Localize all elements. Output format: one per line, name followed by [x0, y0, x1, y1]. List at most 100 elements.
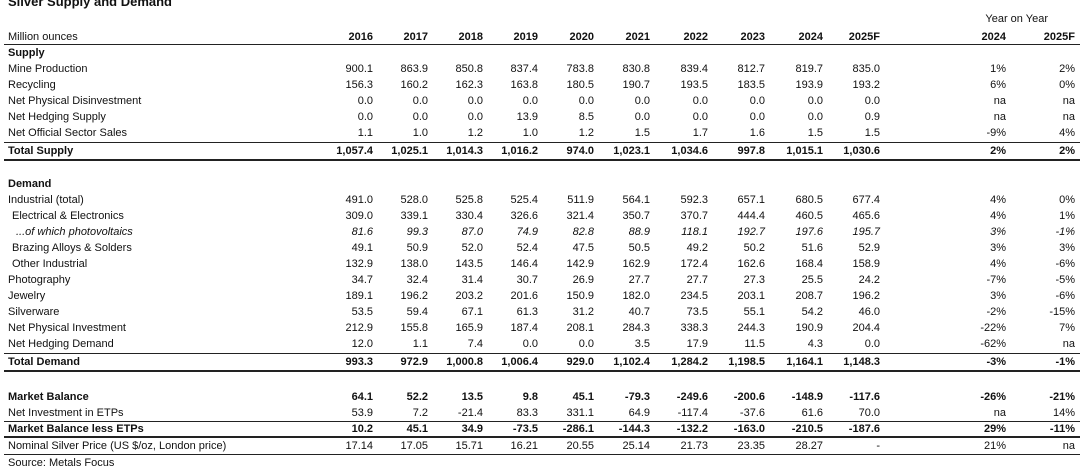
cell: 26.9	[572, 274, 594, 286]
cell: 193.5	[680, 79, 708, 91]
cell: 34.9	[461, 423, 483, 435]
cell: 592.3	[680, 194, 708, 206]
yoy-cell: -2%	[986, 306, 1006, 318]
rule-line	[4, 159, 1080, 161]
yoy-cell: -6%	[1055, 290, 1075, 302]
cell: 1,164.1	[786, 356, 823, 368]
cell: 929.0	[566, 356, 594, 368]
cell: -	[876, 440, 880, 452]
cell: 444.4	[737, 210, 765, 222]
cell: 0.0	[412, 95, 428, 107]
cell: 208.7	[795, 290, 823, 302]
cell: 1,284.2	[671, 356, 708, 368]
yoy-cell: 0%	[1059, 79, 1075, 91]
cell: 1.1	[357, 127, 373, 139]
cell: 993.3	[345, 356, 373, 368]
yoy-cell: 4%	[990, 210, 1006, 222]
year-header: 2016	[348, 31, 373, 43]
cell: 657.1	[737, 194, 765, 206]
cell: -249.6	[676, 391, 708, 403]
cell: 25.5	[801, 274, 823, 286]
cell: 1.1	[412, 338, 428, 350]
cell: -163.0	[733, 423, 765, 435]
cell: 1.2	[467, 127, 483, 139]
cell: 183.5	[737, 79, 765, 91]
cell: 193.9	[795, 79, 823, 91]
cell: 160.2	[400, 79, 428, 91]
header-label: Million ounces	[8, 31, 78, 43]
cell: 1.0	[412, 127, 428, 139]
cell: 491.0	[345, 194, 373, 206]
cell: 53.9	[351, 407, 373, 419]
cell: 82.8	[572, 226, 594, 238]
cell: 370.7	[680, 210, 708, 222]
yoy-header: 2025F	[1043, 31, 1075, 43]
cell: 190.7	[622, 79, 650, 91]
cell: 87.0	[461, 226, 483, 238]
cell: 53.5	[351, 306, 373, 318]
cell: 234.5	[680, 290, 708, 302]
cell: 331.1	[566, 407, 594, 419]
cell: 142.9	[566, 258, 594, 270]
cell: 34.7	[351, 274, 373, 286]
cell: 15.71	[455, 440, 483, 452]
cell: 55.1	[743, 306, 765, 318]
cell: 203.1	[737, 290, 765, 302]
yoy-cell: 14%	[1052, 407, 1075, 419]
row-label: Net Physical Investment	[8, 322, 126, 334]
cell: -79.3	[624, 391, 650, 403]
rule-line	[4, 353, 1080, 354]
cell: 350.7	[622, 210, 650, 222]
cell: 1,016.2	[501, 145, 538, 157]
cell: 201.6	[510, 290, 538, 302]
rule-line	[4, 370, 1080, 372]
yoy-cell: 2%	[1059, 63, 1075, 75]
cell: 52.9	[858, 242, 880, 254]
cell: 49.1	[351, 242, 373, 254]
cell: -148.9	[791, 391, 823, 403]
cell: 31.2	[572, 306, 594, 318]
cell: 0.0	[522, 338, 538, 350]
yoy-cell: 2%	[1059, 145, 1075, 157]
cell: 0.0	[864, 95, 880, 107]
cell: 203.2	[455, 290, 483, 302]
row-label: Total Supply	[8, 145, 74, 157]
row-label: Net Official Sector Sales	[8, 127, 128, 139]
cell: 0.0	[467, 111, 483, 123]
cell: 32.4	[406, 274, 428, 286]
cell: 168.4	[795, 258, 823, 270]
cell: 1,015.1	[786, 145, 823, 157]
cell: 13.5	[461, 391, 483, 403]
yoy-cell: na	[993, 111, 1006, 123]
cell: 11.5	[744, 338, 765, 350]
yoy-cell: -9%	[986, 127, 1006, 139]
year-header: 2024	[798, 31, 823, 43]
cell: 0.0	[807, 95, 823, 107]
cell: 1.5	[864, 127, 880, 139]
cell: 99.3	[406, 226, 428, 238]
cell: 31.4	[461, 274, 483, 286]
cell: 163.8	[510, 79, 538, 91]
cell: 0.0	[692, 95, 708, 107]
cell: -200.6	[733, 391, 765, 403]
cell: 4.3	[807, 338, 823, 350]
cell: 9.8	[522, 391, 538, 403]
yoy-cell: -3%	[986, 356, 1006, 368]
yoy-cell: 7%	[1059, 322, 1075, 334]
rule-line	[4, 454, 1080, 455]
cell: -37.6	[739, 407, 765, 419]
cell: 0.0	[864, 338, 880, 350]
cell: 190.9	[795, 322, 823, 334]
cell: 50.5	[628, 242, 650, 254]
row-label: Market Balance less ETPs	[8, 423, 144, 435]
cell: 81.6	[351, 226, 373, 238]
cell: 0.0	[412, 111, 428, 123]
yoy-cell: 1%	[1059, 210, 1075, 222]
cell: 900.1	[345, 63, 373, 75]
cell: 465.6	[852, 210, 880, 222]
cell: 73.5	[686, 306, 708, 318]
cell: 64.1	[351, 391, 373, 403]
rule-line	[4, 142, 1080, 143]
yoy-cell: na	[1062, 95, 1075, 107]
